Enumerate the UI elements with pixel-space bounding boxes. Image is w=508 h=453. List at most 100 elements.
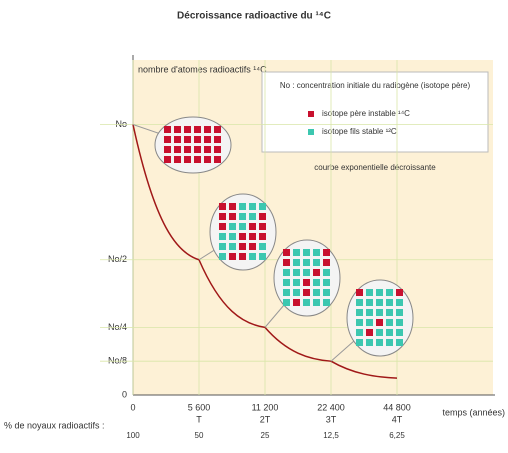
nucleus	[356, 299, 363, 306]
nucleus	[164, 156, 171, 163]
legend-series: courbe exponentielle décroissante	[314, 163, 436, 172]
nucleus	[229, 253, 236, 260]
nucleus	[249, 203, 256, 210]
nucleus	[194, 136, 201, 143]
nucleus	[283, 289, 290, 296]
nucleus	[323, 249, 330, 256]
y-axis-label: nombre d'atomes radioactifs ¹⁴C	[138, 64, 267, 74]
nucleus	[249, 233, 256, 240]
nucleus	[386, 339, 393, 346]
nucleus	[239, 223, 246, 230]
nucleus	[239, 233, 246, 240]
nucleus	[313, 289, 320, 296]
x-tick-label: 5 600	[188, 402, 211, 412]
nucleus	[323, 259, 330, 266]
nucleus	[184, 126, 191, 133]
nucleus	[313, 279, 320, 286]
nucleus	[366, 289, 373, 296]
nucleus	[174, 126, 181, 133]
nucleus	[249, 243, 256, 250]
nucleus	[229, 243, 236, 250]
nucleus	[313, 299, 320, 306]
value-label: 6,25	[389, 431, 405, 440]
nucleus	[249, 213, 256, 220]
nucleus	[366, 329, 373, 336]
nucleus	[204, 136, 211, 143]
nucleus	[376, 339, 383, 346]
value-label: 25	[261, 431, 270, 440]
nucleus	[259, 203, 266, 210]
nucleus	[313, 259, 320, 266]
nucleus	[293, 279, 300, 286]
nucleus	[249, 253, 256, 260]
nucleus	[184, 136, 191, 143]
nucleus	[293, 289, 300, 296]
nucleus	[194, 156, 201, 163]
nucleus	[303, 299, 310, 306]
nucleus	[164, 126, 171, 133]
nucleus	[283, 279, 290, 286]
nucleus	[184, 146, 191, 153]
nucleus	[259, 253, 266, 260]
nucleus	[303, 279, 310, 286]
nucleus	[356, 329, 363, 336]
nucleus	[386, 309, 393, 316]
x-tick-label: 11 200	[252, 402, 279, 412]
nucleus	[396, 329, 403, 336]
nucleus	[164, 146, 171, 153]
nucleus	[313, 269, 320, 276]
nucleus	[366, 309, 373, 316]
nucleus	[219, 243, 226, 250]
nucleus	[194, 146, 201, 153]
nucleus	[259, 243, 266, 250]
nucleus	[164, 136, 171, 143]
legend-swatch	[308, 111, 314, 117]
nucleus	[356, 309, 363, 316]
nucleus	[229, 213, 236, 220]
chart-title: Décroissance radioactive du ¹⁴C	[177, 11, 331, 22]
nucleus	[303, 249, 310, 256]
nucleus	[356, 289, 363, 296]
nucleus	[303, 269, 310, 276]
nucleus	[396, 309, 403, 316]
nucleus	[283, 269, 290, 276]
nucleus	[386, 319, 393, 326]
nucleus	[239, 213, 246, 220]
nucleus	[239, 243, 246, 250]
nucleus	[259, 213, 266, 220]
nucleus	[204, 126, 211, 133]
nucleus	[239, 203, 246, 210]
legend-label: isotope fils stable ¹²C	[322, 127, 397, 136]
nucleus	[356, 339, 363, 346]
nucleus	[174, 156, 181, 163]
x-tick-label: 22 400	[317, 402, 345, 412]
nucleus	[356, 319, 363, 326]
nucleus	[204, 156, 211, 163]
legend-note: No : concentration initiale du radiogène…	[280, 81, 471, 90]
nucleus	[376, 319, 383, 326]
nucleus	[396, 289, 403, 296]
y-tick-label: No/8	[108, 356, 127, 366]
nucleus	[366, 299, 373, 306]
nucleus	[283, 249, 290, 256]
nucleus	[293, 269, 300, 276]
x-tick-label: 44 800	[383, 402, 411, 412]
x-axis-label: temps (années)	[442, 407, 505, 417]
period-label: 3T	[326, 414, 337, 424]
nucleus	[219, 213, 226, 220]
nucleus	[293, 249, 300, 256]
y-tick-label: No/2	[108, 254, 127, 264]
nucleus	[323, 269, 330, 276]
nucleus	[396, 339, 403, 346]
nucleus	[229, 233, 236, 240]
nucleus	[376, 289, 383, 296]
nucleus	[184, 156, 191, 163]
nucleus	[323, 289, 330, 296]
row-label: % de noyaux radioactifs :	[4, 420, 105, 430]
nucleus	[259, 233, 266, 240]
nucleus	[174, 146, 181, 153]
nucleus	[283, 259, 290, 266]
nucleus	[214, 146, 221, 153]
nucleus	[293, 299, 300, 306]
nucleus	[376, 299, 383, 306]
